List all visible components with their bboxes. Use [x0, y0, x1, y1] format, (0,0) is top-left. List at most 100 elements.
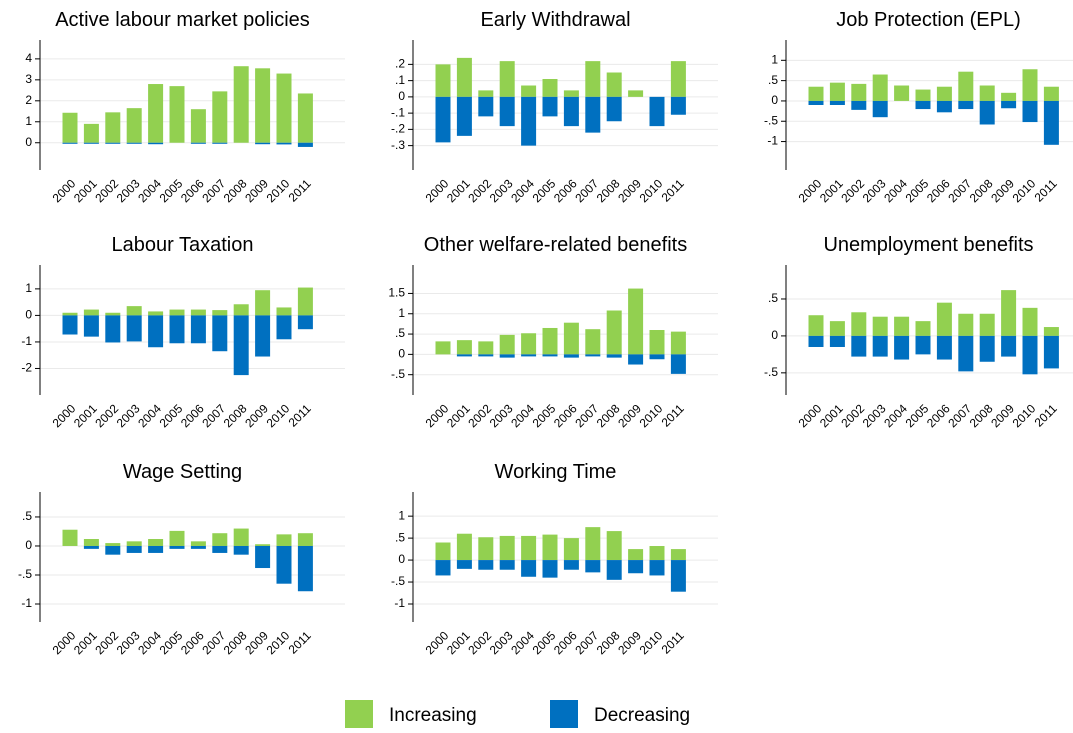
panel-title: Other welfare-related benefits	[424, 234, 687, 256]
bar	[649, 354, 665, 360]
bar	[1001, 92, 1017, 101]
bar	[255, 545, 271, 569]
bar	[606, 531, 622, 561]
bar	[1022, 307, 1038, 336]
bar	[148, 142, 164, 145]
bar	[563, 322, 579, 355]
y-tick-label: -.2	[391, 122, 405, 136]
bar	[521, 535, 537, 561]
bar	[499, 560, 515, 570]
bar	[105, 312, 121, 316]
bar	[499, 96, 515, 127]
bar	[212, 91, 228, 143]
y-tick-label: 1	[398, 508, 405, 522]
bar	[456, 354, 472, 357]
bar	[606, 310, 622, 355]
bar	[105, 543, 121, 546]
bar	[435, 96, 451, 143]
bar	[297, 287, 313, 316]
y-tick-label: 1	[25, 114, 32, 128]
y-tick-label: -.5	[18, 567, 32, 581]
bar	[62, 529, 78, 546]
bar	[499, 334, 515, 355]
y-tick-label: .5	[22, 509, 32, 523]
bar	[233, 304, 249, 316]
bar	[478, 96, 494, 117]
bar	[190, 109, 206, 143]
bar	[276, 545, 292, 584]
bar	[915, 335, 931, 355]
bar	[1043, 327, 1059, 336]
bar	[126, 541, 142, 546]
bar	[499, 535, 515, 561]
bar	[190, 309, 206, 316]
bar	[915, 321, 931, 336]
bar	[628, 560, 644, 574]
bar	[958, 100, 974, 110]
y-tick-label: 1	[398, 306, 405, 320]
y-tick-label: 2	[25, 93, 32, 107]
bar	[276, 73, 292, 143]
bar	[1001, 100, 1017, 109]
bar	[1043, 86, 1059, 101]
bar	[542, 96, 558, 117]
panel-title: Active labour market policies	[55, 9, 310, 31]
bar	[542, 354, 558, 357]
bar	[808, 315, 824, 336]
bar	[563, 560, 579, 570]
bar	[829, 335, 845, 347]
bar	[83, 123, 99, 143]
bar	[585, 560, 601, 573]
bar	[148, 315, 164, 348]
bar	[297, 142, 313, 147]
legend-label: Decreasing	[594, 705, 690, 726]
bar	[83, 142, 99, 144]
bar	[670, 549, 686, 561]
legend-label: Increasing	[389, 705, 477, 726]
y-tick-label: 1	[25, 281, 32, 295]
bar	[829, 100, 845, 105]
panel-title: Early Withdrawal	[480, 9, 630, 31]
bar	[169, 315, 185, 344]
bar	[212, 310, 228, 316]
bar	[212, 533, 228, 546]
bar	[851, 312, 867, 336]
y-tick-label: .5	[395, 326, 405, 340]
y-tick-label: -1	[394, 596, 405, 610]
bar	[542, 327, 558, 355]
bar	[808, 100, 824, 105]
bar	[169, 86, 185, 143]
bar	[542, 534, 558, 561]
bar	[979, 335, 995, 362]
bar	[212, 142, 228, 144]
bar	[979, 100, 995, 125]
bar	[478, 354, 494, 357]
bar	[478, 537, 494, 561]
bar	[894, 85, 910, 101]
bar	[1043, 100, 1059, 145]
bar	[148, 545, 164, 553]
panel-title: Job Protection (EPL)	[836, 9, 1021, 31]
bar	[915, 100, 931, 110]
bar	[936, 302, 952, 336]
y-tick-label: 4	[25, 51, 32, 65]
bar	[563, 90, 579, 97]
bar	[670, 61, 686, 97]
y-tick-label: 0	[398, 89, 405, 103]
y-tick-label: 0	[25, 135, 32, 149]
bar	[169, 309, 185, 316]
bar	[979, 313, 995, 336]
bar	[148, 539, 164, 546]
bar	[628, 354, 644, 365]
bar	[190, 315, 206, 344]
bar	[670, 560, 686, 592]
y-tick-label: 0	[398, 552, 405, 566]
bar	[276, 142, 292, 145]
bar	[233, 545, 249, 555]
bar	[628, 549, 644, 561]
bar	[872, 74, 888, 101]
bar	[936, 335, 952, 360]
bar	[297, 315, 313, 330]
bar	[169, 530, 185, 546]
bar	[670, 96, 686, 115]
